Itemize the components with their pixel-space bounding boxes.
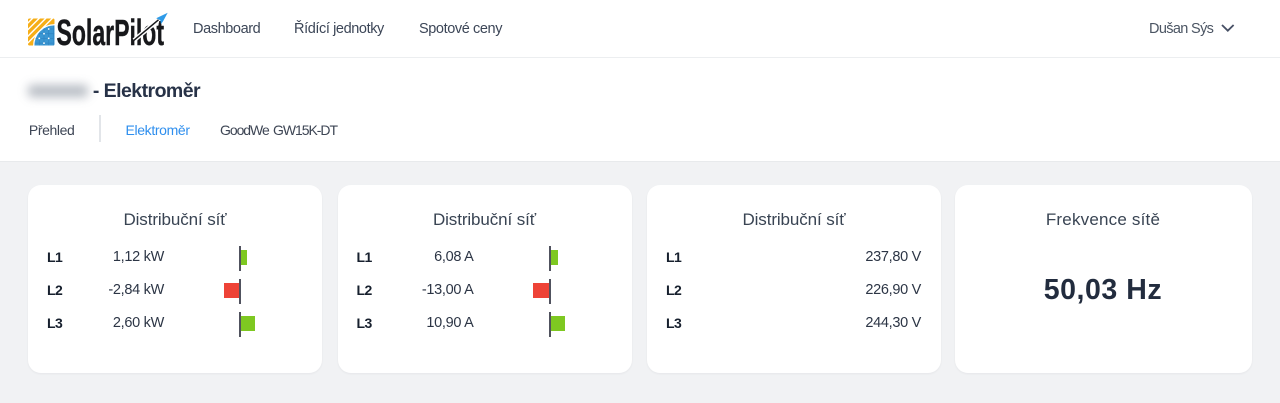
svg-text:SolarPilot: SolarPilot [57,14,165,53]
